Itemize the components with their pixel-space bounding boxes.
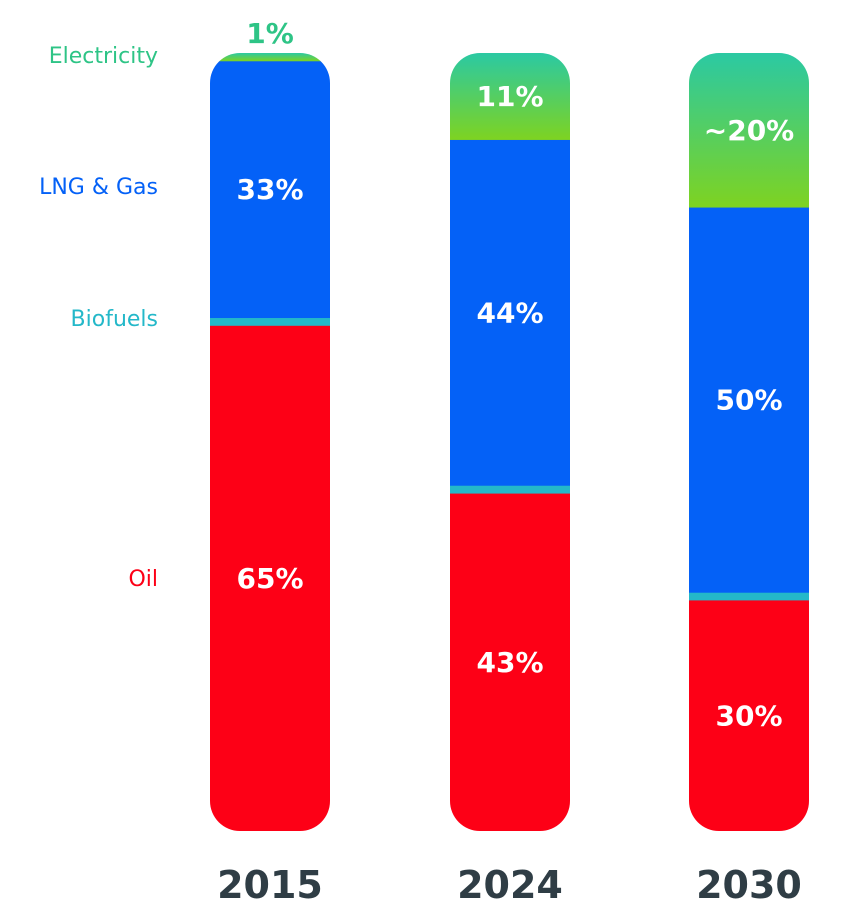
- bar-segment-biofuels-2024: [450, 485, 570, 494]
- bar-2015: [210, 53, 330, 831]
- x-tick-2024: 2024: [457, 863, 563, 907]
- bar-2024: [450, 53, 570, 831]
- legend: Electricity LNG & Gas Biofuels Oil: [39, 44, 158, 592]
- bar-segment-electricity-2030: [689, 53, 809, 208]
- data-label-oil-2024: 43%: [476, 646, 543, 679]
- legend-electricity: Electricity: [49, 44, 158, 69]
- data-label-oil-2030: 30%: [715, 699, 782, 732]
- year-labels: 2015 2024 2030: [217, 863, 802, 907]
- bar-segment-electricity-2024: [450, 53, 570, 140]
- legend-lng-gas: LNG & Gas: [39, 175, 158, 200]
- x-tick-2015: 2015: [217, 863, 323, 907]
- data-label-oil-2015: 65%: [236, 562, 303, 595]
- legend-biofuels: Biofuels: [71, 307, 158, 332]
- data-label-lng-gas-2030: 50%: [715, 384, 782, 417]
- data-label-electricity-2015: 1%: [246, 17, 294, 50]
- data-label-electricity-2030: ~20%: [704, 114, 794, 147]
- bar-segment-lng-gas-2024: [450, 139, 570, 486]
- bar-segment-lng-gas-2015: [210, 60, 330, 319]
- data-label-lng-gas-2015: 33%: [236, 173, 303, 206]
- bar-2030: [689, 53, 809, 831]
- bar-segment-biofuels-2030: [689, 592, 809, 601]
- bar-segment-lng-gas-2030: [689, 207, 809, 593]
- bar-segment-oil-2015: [210, 325, 330, 831]
- data-label-electricity-2024: 11%: [476, 80, 543, 113]
- x-tick-2030: 2030: [696, 863, 802, 907]
- bar-segment-electricity-2015: [210, 53, 330, 62]
- data-label-lng-gas-2024: 44%: [476, 296, 543, 329]
- legend-oil: Oil: [128, 567, 158, 592]
- bar-segment-oil-2024: [450, 493, 570, 831]
- bar-segment-biofuels-2015: [210, 317, 330, 326]
- bar-segment-oil-2030: [689, 599, 809, 831]
- bars-group: 65% 33% 1% 43% 44% 11% 30% 50% ~20%: [210, 17, 809, 831]
